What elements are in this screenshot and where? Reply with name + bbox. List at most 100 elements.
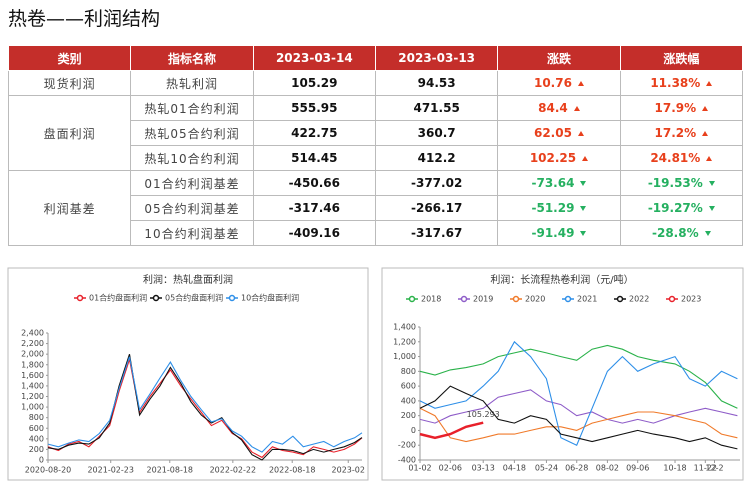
profit-table: 类别 指标名称 2023-03-14 2023-03-13 涨跌 涨跌幅 现货利润 热轧利润 1… — [7, 45, 744, 246]
chart-title: 利润：热轧盘面利润 — [143, 273, 233, 286]
change-text: 17.9% — [654, 101, 697, 115]
table-header: 类别 指标名称 2023-03-14 2023-03-13 涨跌 涨跌幅 — [7, 45, 744, 71]
x-tick-label: 03-13 — [472, 464, 495, 473]
series-line — [419, 389, 738, 424]
y-tick-label: 1,400 — [393, 323, 416, 332]
change-cell: 10.76 — [497, 70, 621, 96]
legend-label: 2018 — [421, 295, 441, 304]
legend-label: 01合约盘面利润 — [89, 293, 147, 303]
change-arrow — [582, 156, 589, 161]
change-value: 17.9% — [655, 101, 709, 115]
value-cell: -409.16 — [252, 220, 376, 246]
change-text: -19.27% — [647, 201, 703, 215]
y-tick-label: 600 — [401, 382, 416, 391]
change-arrow — [573, 106, 580, 111]
change-text: -19.53% — [647, 176, 703, 190]
x-tick-label: 06-28 — [565, 464, 588, 473]
y-tick-label: 400 — [29, 434, 44, 443]
change-value: -19.53% — [648, 176, 715, 190]
change-arrow — [580, 181, 587, 186]
change-arrow — [702, 106, 709, 111]
value-cell: 105.29 — [252, 70, 376, 96]
change-text: 24.81% — [650, 151, 701, 165]
change-arrow — [577, 81, 584, 86]
change-text: 62.05 — [533, 126, 572, 140]
y-tick-label: 1,000 — [21, 403, 44, 412]
y-tick-label: 0 — [39, 456, 44, 465]
value-cell: 412.2 — [374, 145, 499, 171]
series-line — [419, 407, 738, 443]
y-tick-label: 400 — [401, 396, 416, 405]
series-line — [47, 354, 363, 461]
value-cell: 514.45 — [252, 145, 376, 171]
x-tick-label: 2021-08-18 — [147, 466, 194, 475]
y-tick-label: -200 — [398, 441, 416, 450]
x-tick-label: 01-02 — [408, 464, 431, 473]
change-text: -91.49 — [531, 226, 575, 240]
value-cell: -317.46 — [252, 195, 376, 221]
change-value: 84.4 — [538, 101, 580, 115]
y-tick-label: 200 — [401, 411, 416, 420]
x-tick-label: 12-2 — [705, 464, 723, 473]
x-tick-label: 2022-02-22 — [210, 466, 257, 475]
y-tick-label: 1,400 — [21, 381, 44, 390]
change-arrow — [708, 206, 715, 211]
name-cell: 热轧10合约利润 — [130, 145, 254, 171]
header-cell: 2023-03-14 — [252, 45, 376, 71]
change-value: 24.81% — [650, 151, 713, 165]
category-cell: 盘面利润 — [7, 95, 132, 171]
legend-label: 2021 — [577, 295, 597, 304]
value-cell: -266.17 — [374, 195, 499, 221]
value-cell: -450.66 — [252, 170, 376, 196]
value-cell: -317.67 — [374, 220, 499, 246]
y-tick-label: 800 — [401, 367, 416, 376]
x-tick-label: 04-18 — [503, 464, 526, 473]
name-cell: 热轧01合约利润 — [130, 95, 254, 121]
table-row: 利润基差 01合约利润基差 -450.66 -377.02 -73.64 -19.53% — [7, 170, 744, 246]
y-tick-label: 1,600 — [21, 371, 44, 380]
value-cell: 422.75 — [252, 120, 376, 146]
x-tick-label: 10-18 — [663, 464, 686, 473]
change-text: 10.76 — [533, 76, 572, 90]
name-cell: 10合约利润基差 — [130, 220, 254, 246]
value-cell: 471.55 — [374, 95, 499, 121]
change-cell: -19.53% — [619, 170, 744, 196]
name-cell: 热轧05合约利润 — [130, 120, 254, 146]
series-line — [419, 385, 738, 450]
name-cell: 热轧利润 — [130, 70, 254, 96]
change-cell: -28.8% — [619, 220, 744, 246]
x-tick-label: 2022-08-18 — [269, 466, 316, 475]
change-arrow — [708, 181, 715, 186]
series-line — [419, 344, 738, 409]
change-text: 17.2% — [654, 126, 697, 140]
series-line — [419, 421, 484, 440]
legend-marker — [152, 294, 160, 302]
y-tick-label: 2,200 — [21, 339, 44, 348]
y-tick-label: -400 — [398, 456, 416, 465]
x-tick-label: 02-06 — [439, 464, 462, 473]
change-text: -28.8% — [652, 226, 699, 240]
page-title: 热卷——利润结构 — [8, 8, 161, 30]
y-tick-label: 600 — [29, 424, 44, 433]
change-value: 11.38% — [650, 76, 713, 90]
change-arrow — [704, 231, 711, 236]
y-tick-label: 2,000 — [21, 350, 44, 359]
change-value: -28.8% — [652, 226, 711, 240]
change-value: 17.2% — [655, 126, 709, 140]
chart-frame — [7, 267, 369, 481]
x-tick-label: 08-02 — [596, 464, 619, 473]
y-tick-label: 2,400 — [21, 329, 44, 338]
value-cell: 555.95 — [252, 95, 376, 121]
x-tick-label: 2021-02-23 — [87, 466, 134, 475]
x-tick-label: 05-24 — [535, 464, 558, 473]
change-value: -91.49 — [532, 226, 587, 240]
change-text: -73.64 — [531, 176, 575, 190]
change-value: 10.76 — [534, 76, 584, 90]
chart-title: 利润：长流程热卷利润（元/吨） — [490, 273, 633, 286]
change-value: 102.25 — [530, 151, 589, 165]
legend-label: 2019 — [473, 295, 493, 304]
legend-label: 2023 — [681, 295, 701, 304]
x-tick-label: 2023-02 — [332, 466, 365, 475]
legend-marker — [668, 295, 676, 303]
